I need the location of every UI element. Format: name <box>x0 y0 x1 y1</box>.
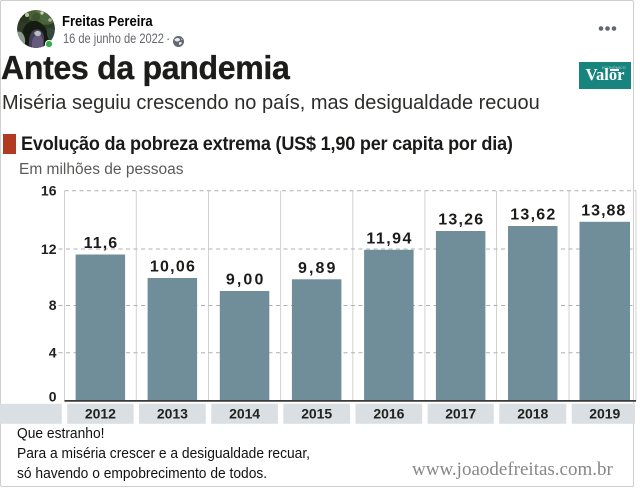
svg-text:8: 8 <box>49 297 57 313</box>
svg-text:10,06: 10,06 <box>150 259 195 276</box>
svg-text:11,6: 11,6 <box>84 235 118 252</box>
svg-text:16: 16 <box>41 183 57 199</box>
svg-text:2016: 2016 <box>373 405 404 421</box>
svg-text:13,62: 13,62 <box>510 207 555 224</box>
svg-text:13,88: 13,88 <box>581 203 625 220</box>
svg-text:2018: 2018 <box>517 405 548 421</box>
svg-text:12: 12 <box>41 241 57 257</box>
svg-text:2015: 2015 <box>301 405 332 421</box>
svg-text:2013: 2013 <box>157 405 188 421</box>
svg-text:13,26: 13,26 <box>438 212 483 229</box>
svg-text:0: 0 <box>49 389 57 405</box>
svg-text:9,00: 9,00 <box>226 272 264 289</box>
svg-text:9,89: 9,89 <box>298 260 336 277</box>
svg-text:2014: 2014 <box>229 405 260 421</box>
svg-text:4: 4 <box>49 345 57 361</box>
svg-text:2017: 2017 <box>445 405 476 421</box>
svg-text:2019: 2019 <box>589 405 620 421</box>
svg-text:11,94: 11,94 <box>366 231 411 248</box>
svg-text:2012: 2012 <box>85 405 116 421</box>
